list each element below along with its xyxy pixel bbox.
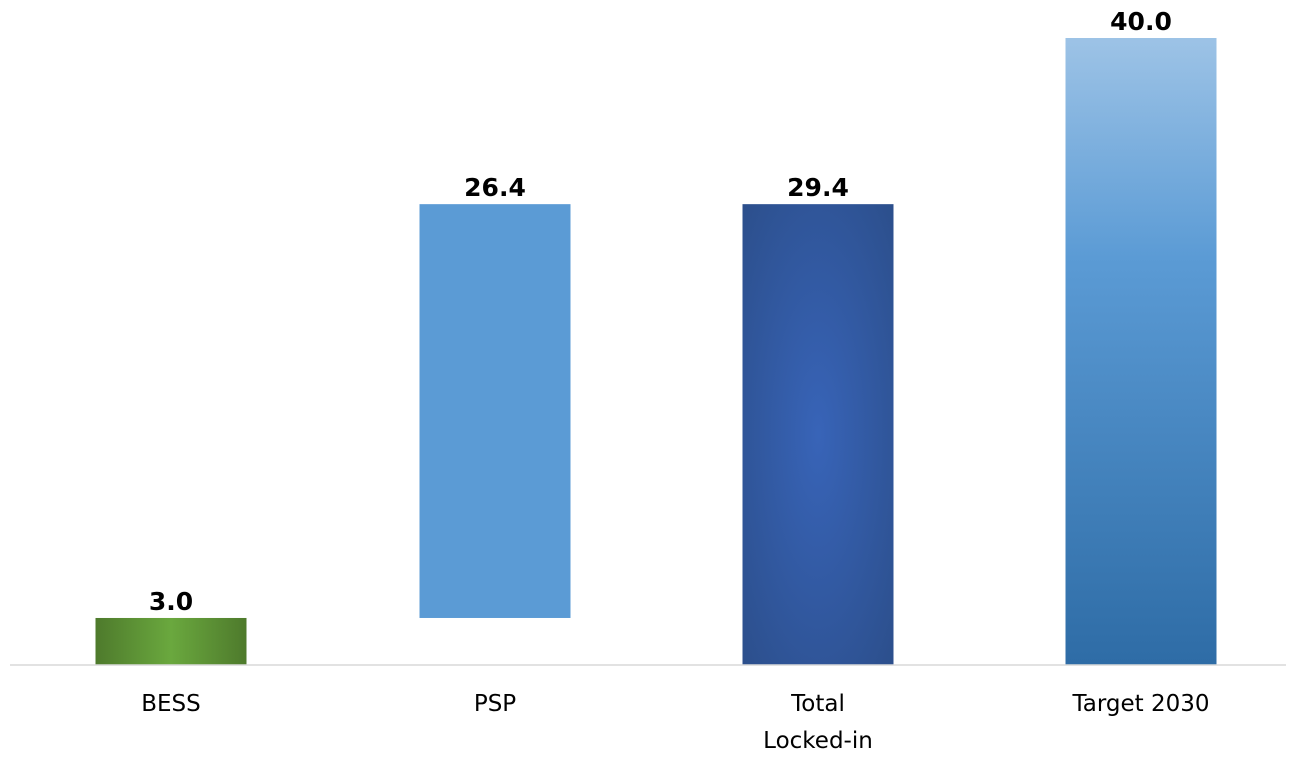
category-labels-layer: BESS PSP Total Locked-in Target 2030: [141, 691, 1209, 754]
category-label-line: Locked-in: [763, 728, 873, 754]
category-label-line: Target 2030: [1071, 691, 1209, 717]
bar-4: [1065, 38, 1217, 665]
value-label-1: 3.0: [149, 587, 193, 616]
category-label-line: PSP: [474, 691, 516, 717]
category-label-line: Total: [790, 691, 845, 717]
category-label-line: BESS: [141, 691, 201, 717]
value-label-2: 26.4: [464, 173, 526, 202]
value-label-4: 40.0: [1110, 7, 1172, 36]
category-label-3: Total Locked-in: [763, 691, 873, 754]
category-label-4: Target 2030: [1071, 691, 1209, 717]
bars-layer: [95, 38, 1217, 665]
category-label-1: BESS: [141, 691, 201, 717]
bar-1: [95, 617, 247, 665]
value-label-3: 29.4: [787, 173, 849, 202]
bar-3: [742, 204, 894, 665]
category-label-2: PSP: [474, 691, 516, 717]
value-labels-layer: 3.0 26.4 29.4 40.0: [149, 7, 1172, 616]
bar-2: [419, 204, 571, 618]
